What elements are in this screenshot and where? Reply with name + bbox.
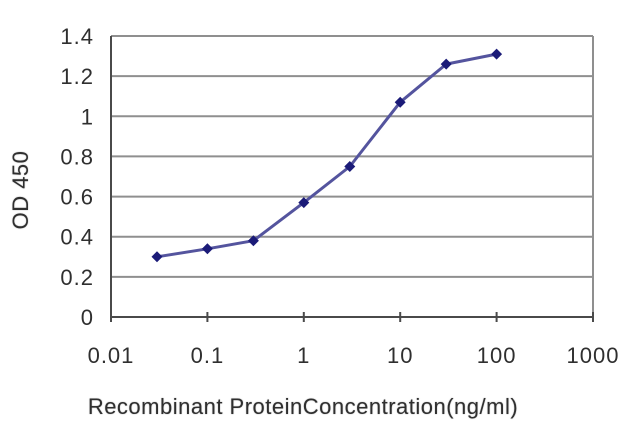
data-point-marker <box>298 197 310 209</box>
x-tick-label: 100 <box>477 343 517 368</box>
series-line <box>155 52 499 259</box>
x-tick-label: 0.1 <box>191 343 225 368</box>
data-point-marker <box>344 160 356 172</box>
data-point-marker <box>394 96 406 108</box>
y-tick-label: 1.2 <box>60 64 94 89</box>
data-point-marker <box>247 235 259 247</box>
y-tick-label: 0 <box>81 305 94 330</box>
x-tick-label: 10 <box>387 343 413 368</box>
y-tick-label: 0.8 <box>60 144 94 169</box>
y-tick-label: 0.4 <box>60 225 94 250</box>
y-tick-label: 1 <box>81 104 94 129</box>
data-point-marker <box>151 251 163 263</box>
y-axis-title: OD 450 <box>8 150 33 230</box>
y-tick-label: 0.2 <box>60 265 94 290</box>
data-point-marker <box>491 48 503 60</box>
x-tick-label: 0.01 <box>88 343 135 368</box>
x-tick-label: 1000 <box>567 343 620 368</box>
y-tick-label: 0.6 <box>60 185 94 210</box>
y-tick-label: 1.4 <box>60 24 94 49</box>
data-point-marker <box>440 58 452 70</box>
data-point-marker <box>201 243 213 255</box>
x-tick-label: 1 <box>297 343 310 368</box>
x-axis-title: Recombinant ProteinConcentration(ng/ml) <box>87 394 519 419</box>
